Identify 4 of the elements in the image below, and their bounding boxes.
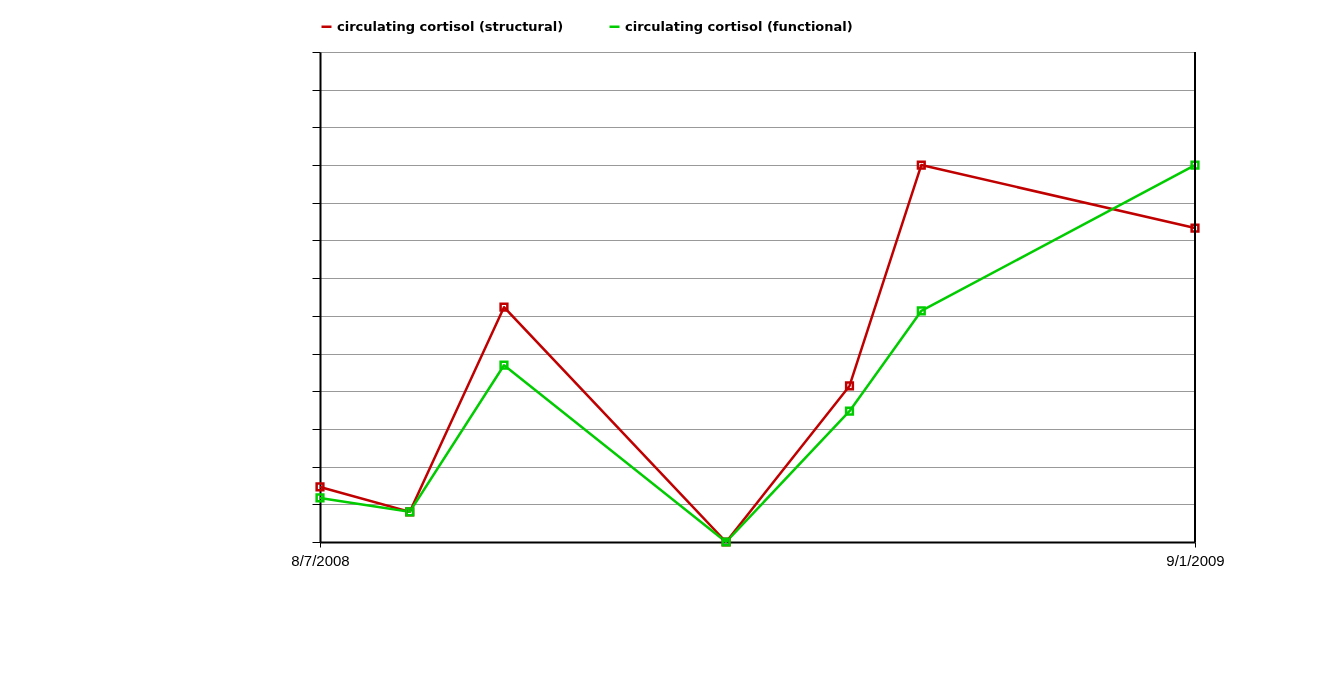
legend-label: circulating cortisol (structural) <box>337 18 564 34</box>
x-tick-label: 8/7/2008 <box>291 551 350 569</box>
legend-label: circulating cortisol (functional) <box>625 18 853 34</box>
x-tick-label: 9/1/2009 <box>1166 551 1225 569</box>
